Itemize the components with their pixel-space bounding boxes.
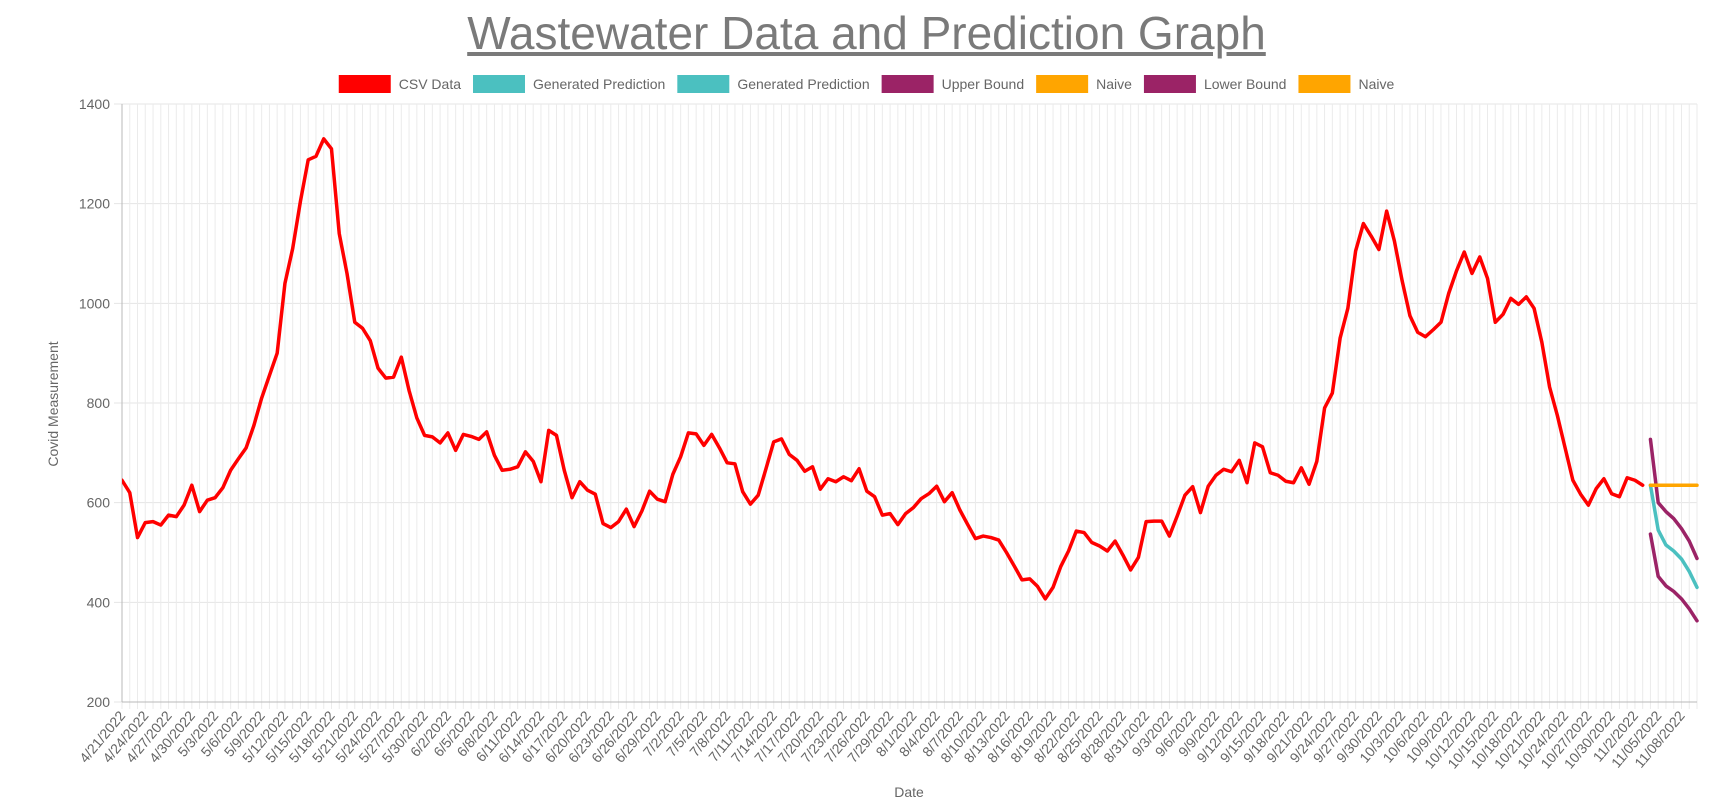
legend-swatch — [677, 75, 730, 93]
legend-item[interactable]: Lower Bound — [1143, 75, 1287, 93]
legend-item[interactable]: CSV Data — [338, 75, 461, 93]
legend-label: CSV Data — [399, 76, 461, 92]
y-tick-label: 1200 — [79, 196, 110, 212]
legend-item[interactable]: Generated Prediction — [677, 75, 870, 93]
legend-label: Lower Bound — [1204, 76, 1287, 92]
x-axis-title: Date — [894, 784, 924, 800]
plot-area — [122, 137, 1699, 623]
y-axis-title: Covid Measurement — [45, 341, 61, 466]
series-line-lower-bound — [1648, 532, 1699, 623]
legend-swatch — [1298, 75, 1351, 93]
y-tick-label: 1400 — [79, 96, 110, 112]
y-axis: 200 400 600 800 1000 1200 1400 — [79, 96, 123, 710]
legend-label: Generated Prediction — [737, 76, 869, 92]
y-tick-label: 200 — [87, 694, 111, 710]
legend-item[interactable]: Naive — [1036, 75, 1132, 93]
legend-swatch — [1036, 75, 1089, 93]
legend-swatch — [1143, 75, 1196, 93]
legend-swatch — [338, 75, 391, 93]
legend-label: Naive — [1358, 76, 1394, 92]
y-tick-label: 1000 — [79, 295, 110, 311]
y-tick-label: 600 — [87, 495, 111, 511]
legend-label: Naive — [1096, 76, 1132, 92]
legend-swatch — [881, 75, 934, 93]
grid-lines — [114, 103, 1698, 709]
series-line-generated-prediction — [1648, 483, 1699, 590]
legend-item[interactable]: Generated Prediction — [473, 75, 665, 93]
legend-label: Upper Bound — [942, 76, 1025, 92]
y-tick-label: 800 — [87, 395, 111, 411]
page-title: Wastewater Data and Prediction Graph — [467, 7, 1266, 59]
legend-item[interactable]: Naive — [1298, 75, 1394, 93]
y-tick-label: 400 — [87, 594, 111, 610]
legend-swatch — [473, 75, 525, 93]
legend: CSV Data Generated Prediction Generated Pr… — [338, 75, 1394, 93]
legend-item[interactable]: Upper Bound — [881, 75, 1025, 93]
series-line-csv-data — [122, 137, 1645, 601]
series-line-upper-bound — [1648, 437, 1699, 561]
legend-label: Generated Prediction — [533, 76, 665, 92]
x-axis: 4/21/20224/24/20224/27/20224/30/20225/3/… — [76, 701, 1697, 772]
